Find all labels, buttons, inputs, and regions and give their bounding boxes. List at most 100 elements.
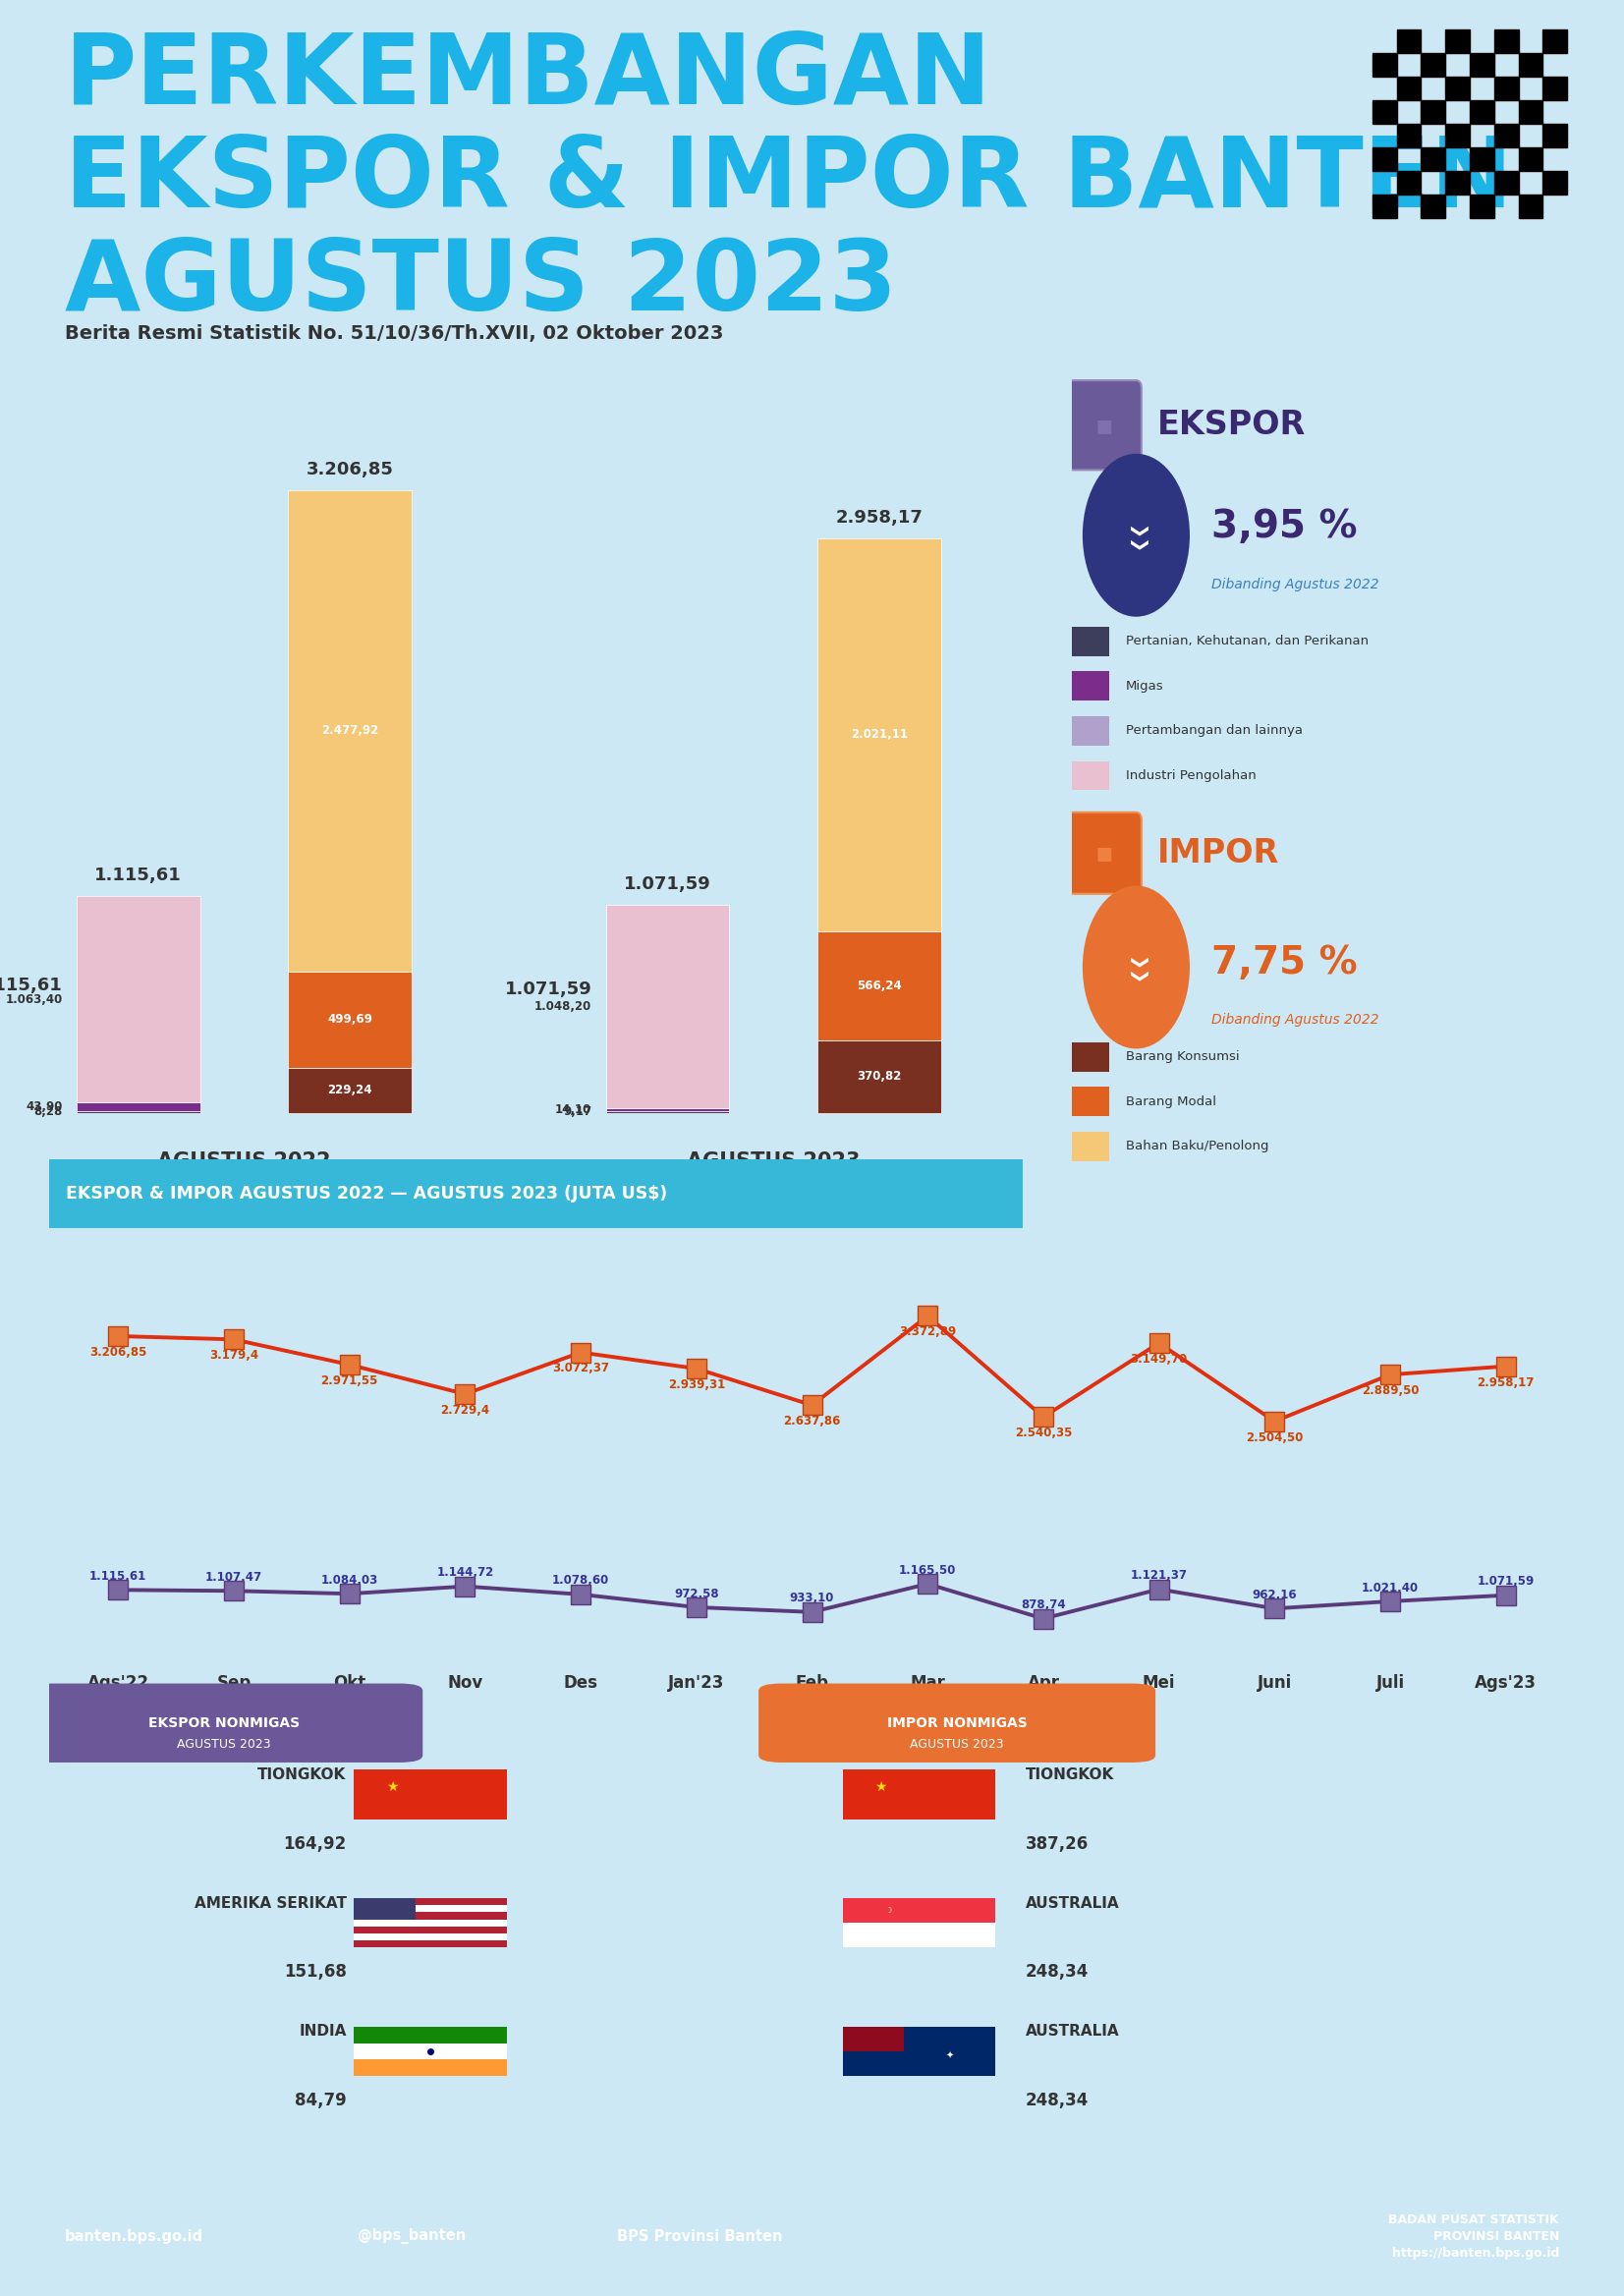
FancyBboxPatch shape: [354, 1906, 507, 1913]
Text: 1.165,50: 1.165,50: [900, 1564, 957, 1577]
Text: EKSPOR & IMPOR BANTEN: EKSPOR & IMPOR BANTEN: [65, 133, 1512, 227]
Circle shape: [1083, 886, 1190, 1049]
Text: 2.477,92: 2.477,92: [322, 726, 378, 737]
Text: Barang Konsumsi: Barang Konsumsi: [1125, 1052, 1239, 1063]
Circle shape: [1083, 455, 1190, 618]
Text: 387,26: 387,26: [1026, 1835, 1088, 1853]
FancyBboxPatch shape: [1072, 1086, 1109, 1116]
Bar: [1397, 30, 1421, 53]
Text: Pertanian, Kehutanan, dan Perikanan: Pertanian, Kehutanan, dan Perikanan: [1125, 634, 1369, 647]
Text: AGUSTUS 2022: AGUSTUS 2022: [158, 1150, 331, 1171]
FancyBboxPatch shape: [354, 1899, 507, 1906]
Text: 878,74: 878,74: [1021, 1598, 1065, 1612]
Text: 962,16: 962,16: [1252, 1589, 1298, 1600]
Text: Dibanding Agustus 2022: Dibanding Agustus 2022: [1212, 576, 1379, 590]
Text: Barang Modal: Barang Modal: [1125, 1095, 1216, 1109]
Text: 2.637,86: 2.637,86: [783, 1414, 841, 1428]
Text: 1.021,40: 1.021,40: [1361, 1582, 1419, 1593]
Bar: [1372, 53, 1397, 76]
Text: 1.144,72: 1.144,72: [437, 1566, 494, 1580]
FancyBboxPatch shape: [26, 1683, 422, 1763]
FancyBboxPatch shape: [354, 1926, 507, 1933]
Text: 1.115,61: 1.115,61: [94, 868, 182, 884]
Text: ▪: ▪: [1095, 411, 1112, 439]
Bar: [1445, 30, 1470, 53]
Bar: [1397, 170, 1421, 195]
FancyBboxPatch shape: [1072, 716, 1109, 746]
FancyBboxPatch shape: [1067, 381, 1142, 471]
Text: INDIA: INDIA: [299, 2025, 346, 2039]
Bar: [1470, 101, 1494, 124]
Text: 248,34: 248,34: [1026, 2092, 1090, 2110]
Text: 3,95 %: 3,95 %: [1212, 507, 1358, 546]
Text: 3.372,89: 3.372,89: [900, 1325, 957, 1339]
Text: 2.889,50: 2.889,50: [1361, 1384, 1419, 1396]
Bar: [1518, 195, 1543, 218]
FancyBboxPatch shape: [843, 1899, 996, 1924]
Text: banten.bps.go.id: banten.bps.go.id: [65, 2229, 203, 2243]
Text: 3.072,37: 3.072,37: [552, 1362, 609, 1375]
Bar: [1494, 170, 1518, 195]
Bar: [1421, 195, 1445, 218]
Text: 3.149,70: 3.149,70: [1130, 1352, 1187, 1366]
Text: 3.179,4: 3.179,4: [209, 1350, 258, 1362]
Bar: [1372, 147, 1397, 170]
FancyBboxPatch shape: [354, 2027, 507, 2043]
Text: TIONGKOK: TIONGKOK: [258, 1768, 346, 1782]
Text: 972,58: 972,58: [674, 1587, 719, 1600]
FancyBboxPatch shape: [1072, 670, 1109, 700]
FancyBboxPatch shape: [1067, 813, 1142, 893]
Text: 2.939,31: 2.939,31: [667, 1378, 724, 1391]
Text: 1.115,61: 1.115,61: [89, 1570, 146, 1582]
Text: 229,24: 229,24: [328, 1084, 372, 1097]
Bar: [76, 895, 200, 1102]
FancyBboxPatch shape: [354, 1770, 507, 1818]
FancyBboxPatch shape: [758, 1683, 1155, 1763]
Bar: [817, 1040, 940, 1114]
Text: 2.729,4: 2.729,4: [440, 1403, 490, 1417]
Bar: [1494, 124, 1518, 147]
Text: 2.021,11: 2.021,11: [851, 728, 908, 742]
FancyBboxPatch shape: [1072, 760, 1109, 790]
Text: ▪: ▪: [1095, 840, 1112, 868]
Text: 3.206,85: 3.206,85: [89, 1345, 146, 1359]
FancyBboxPatch shape: [354, 2060, 507, 2076]
Text: AGUSTUS 2023: AGUSTUS 2023: [65, 236, 898, 331]
Text: 1.063,40: 1.063,40: [5, 994, 62, 1006]
Text: 933,10: 933,10: [789, 1591, 835, 1605]
Text: 1.115,61: 1.115,61: [0, 976, 62, 994]
Text: Pertambangan dan lainnya: Pertambangan dan lainnya: [1125, 726, 1302, 737]
Text: ★: ★: [387, 1779, 398, 1793]
Bar: [1445, 124, 1470, 147]
Text: Migas: Migas: [1125, 680, 1163, 693]
Bar: [817, 930, 940, 1040]
Text: 2.540,35: 2.540,35: [1015, 1426, 1072, 1440]
Bar: [1543, 170, 1567, 195]
FancyBboxPatch shape: [354, 1913, 507, 1919]
Text: 1.071,59: 1.071,59: [1478, 1575, 1535, 1589]
Bar: [606, 1109, 729, 1111]
Bar: [1421, 53, 1445, 76]
Text: 566,24: 566,24: [857, 980, 901, 992]
FancyBboxPatch shape: [843, 2027, 903, 2050]
Text: 1.048,20: 1.048,20: [534, 1001, 591, 1013]
Text: 1.107,47: 1.107,47: [205, 1570, 263, 1584]
FancyBboxPatch shape: [843, 1770, 996, 1818]
FancyBboxPatch shape: [1072, 627, 1109, 657]
Text: IMPOR: IMPOR: [1158, 836, 1280, 870]
Text: 164,92: 164,92: [283, 1835, 346, 1853]
Bar: [1518, 101, 1543, 124]
Bar: [289, 491, 412, 971]
Text: 8,28: 8,28: [34, 1107, 62, 1118]
FancyBboxPatch shape: [0, 1155, 1101, 1233]
Text: 2.504,50: 2.504,50: [1246, 1430, 1304, 1444]
FancyBboxPatch shape: [354, 1899, 416, 1919]
Text: Dibanding Agustus 2022: Dibanding Agustus 2022: [1212, 1013, 1379, 1026]
Text: ✦: ✦: [945, 2050, 953, 2062]
FancyBboxPatch shape: [354, 1933, 507, 1940]
Text: 248,34: 248,34: [1026, 1963, 1090, 1981]
Text: Berita Resmi Statistik No. 51/10/36/Th.XVII, 02 Oktober 2023: Berita Resmi Statistik No. 51/10/36/Th.X…: [65, 324, 724, 342]
Text: 2.971,55: 2.971,55: [320, 1375, 378, 1387]
Text: 2.958,17: 2.958,17: [1478, 1375, 1535, 1389]
Text: AGUSTUS 2023: AGUSTUS 2023: [687, 1150, 861, 1171]
